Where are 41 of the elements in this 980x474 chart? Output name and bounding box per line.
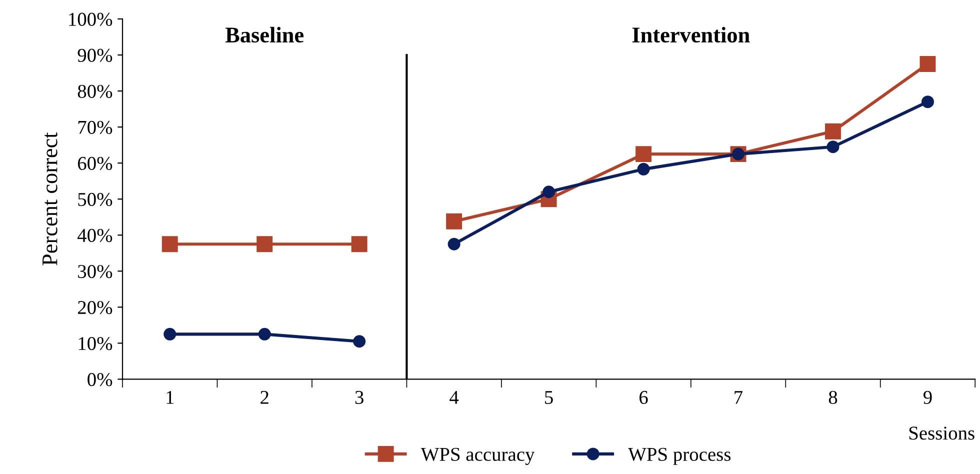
point (258, 328, 271, 340)
x-tick-label: 8 (828, 390, 838, 404)
point (542, 186, 556, 198)
x-tick-label: 2 (260, 390, 268, 404)
y-tick-label: 70% (78, 120, 112, 134)
y-tick-label: 100% (69, 12, 112, 26)
legend-label: WPS process (628, 448, 731, 465)
point (353, 335, 366, 348)
y-tick-label: 0% (88, 373, 112, 386)
annotation: Baseline (225, 26, 304, 43)
point (351, 236, 368, 252)
x-tick-label: 9 (924, 390, 932, 404)
y-tick-label: 50% (78, 192, 112, 206)
point (826, 140, 840, 154)
y-tick-label: 10% (78, 336, 112, 350)
y-tick-label: 30% (78, 264, 112, 278)
point (921, 96, 934, 108)
point (164, 328, 176, 340)
y-tick-label: 60% (78, 156, 112, 170)
x-tick-label: 1 (166, 390, 174, 404)
y-axis-title: Percent correct (42, 132, 58, 266)
x-tick-label: 7 (734, 391, 743, 404)
point (448, 238, 460, 250)
point (637, 162, 650, 176)
y-tick-label: 20% (78, 300, 112, 314)
y-tick-label: 90% (78, 48, 112, 62)
x-tick-label: 3 (355, 390, 364, 404)
point (825, 123, 841, 140)
x-tick-label: 5 (545, 391, 553, 404)
point (256, 236, 273, 252)
x-tick-label: 6 (640, 390, 648, 404)
point (162, 236, 178, 252)
y-tick-label: 80% (78, 84, 112, 98)
x-tick-label: 4 (450, 391, 459, 404)
point (920, 56, 936, 72)
y-tick-label: 40% (78, 228, 112, 242)
annotation: Intervention (632, 26, 750, 43)
x-axis-title: Sessions (909, 426, 974, 440)
point (636, 146, 652, 162)
point (446, 213, 462, 230)
legend-label: WPS accuracy (420, 448, 535, 465)
